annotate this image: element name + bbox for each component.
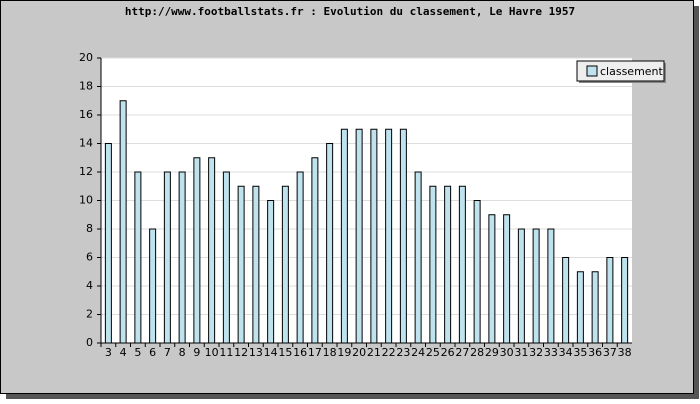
- legend-box: [576, 60, 665, 82]
- y-tick-label: 20: [79, 51, 93, 64]
- y-tick-label: 0: [86, 336, 93, 349]
- bar: [119, 100, 127, 344]
- x-tick-label: 9: [193, 346, 200, 359]
- y-tick-label: 16: [79, 108, 93, 121]
- bar: [355, 128, 363, 344]
- bar: [222, 171, 230, 344]
- x-tick-label: 14: [264, 346, 278, 359]
- x-tick-label: 33: [544, 346, 558, 359]
- x-tick-label: 16: [293, 346, 307, 359]
- y-tick-label: 6: [86, 251, 93, 264]
- legend-label: classement: [600, 65, 664, 78]
- x-tick-label: 5: [134, 346, 141, 359]
- x-tick-label: 27: [455, 346, 469, 359]
- bar: [311, 157, 319, 344]
- bar: [517, 228, 525, 344]
- y-tick-label: 8: [86, 222, 93, 235]
- legend-swatch: [586, 65, 598, 77]
- bar: [562, 257, 570, 344]
- bar: [281, 185, 289, 344]
- x-tick-label: 10: [205, 346, 219, 359]
- bar: [340, 128, 348, 344]
- bar: [149, 228, 157, 344]
- x-tick-label: 20: [352, 346, 366, 359]
- x-tick-label: 34: [559, 346, 573, 359]
- x-tick-label: 24: [411, 346, 425, 359]
- x-tick-label: 38: [618, 346, 632, 359]
- x-tick-label: 29: [485, 346, 499, 359]
- x-tick-label: 21: [367, 346, 381, 359]
- bar: [178, 171, 186, 344]
- chart-title: http://www.footballstats.fr : Evolution …: [125, 5, 575, 18]
- x-tick-label: 31: [514, 346, 528, 359]
- y-tick-label: 10: [79, 194, 93, 207]
- x-tick-label: 25: [426, 346, 440, 359]
- bar: [252, 185, 260, 344]
- bar: [444, 185, 452, 344]
- bar: [576, 271, 584, 344]
- bar: [473, 200, 481, 344]
- bar: [606, 257, 614, 344]
- y-tick-label: 4: [86, 279, 93, 292]
- bar: [296, 171, 304, 344]
- bar: [532, 228, 540, 344]
- bar: [429, 185, 437, 344]
- bar: [163, 171, 171, 344]
- x-tick-label: 32: [529, 346, 543, 359]
- bar: [503, 214, 511, 344]
- bar: [193, 157, 201, 344]
- x-tick-label: 17: [308, 346, 322, 359]
- x-tick-label: 22: [382, 346, 396, 359]
- x-tick-label: 28: [470, 346, 484, 359]
- x-tick-label: 7: [164, 346, 171, 359]
- y-tick-label: 18: [79, 80, 93, 93]
- x-tick-label: 23: [396, 346, 410, 359]
- x-tick-label: 11: [219, 346, 233, 359]
- y-tick-label: 14: [79, 137, 93, 150]
- x-tick-label: 30: [500, 346, 514, 359]
- x-tick-label: 26: [441, 346, 455, 359]
- bar: [458, 185, 466, 344]
- x-tick-label: 13: [249, 346, 263, 359]
- x-tick-label: 35: [573, 346, 587, 359]
- x-tick-label: 37: [603, 346, 617, 359]
- bar: [208, 157, 216, 344]
- x-tick-label: 4: [120, 346, 127, 359]
- bar: [370, 128, 378, 344]
- bar: [267, 200, 275, 344]
- bar: [104, 143, 112, 344]
- bar: [399, 128, 407, 344]
- bar: [385, 128, 393, 344]
- x-tick-label: 12: [234, 346, 248, 359]
- x-tick-label: 3: [105, 346, 112, 359]
- y-tick-label: 2: [86, 308, 93, 321]
- x-tick-label: 36: [588, 346, 602, 359]
- bar: [591, 271, 599, 344]
- x-tick-label: 19: [337, 346, 351, 359]
- bar: [547, 228, 555, 344]
- x-tick-label: 8: [179, 346, 186, 359]
- bar: [488, 214, 496, 344]
- y-tick-label: 12: [79, 165, 93, 178]
- bar: [326, 143, 334, 344]
- bar: [237, 185, 245, 344]
- bar: [621, 257, 629, 344]
- bar: [134, 171, 142, 344]
- bar: [414, 171, 422, 344]
- x-tick-label: 6: [149, 346, 156, 359]
- x-tick-label: 15: [278, 346, 292, 359]
- x-tick-label: 18: [323, 346, 337, 359]
